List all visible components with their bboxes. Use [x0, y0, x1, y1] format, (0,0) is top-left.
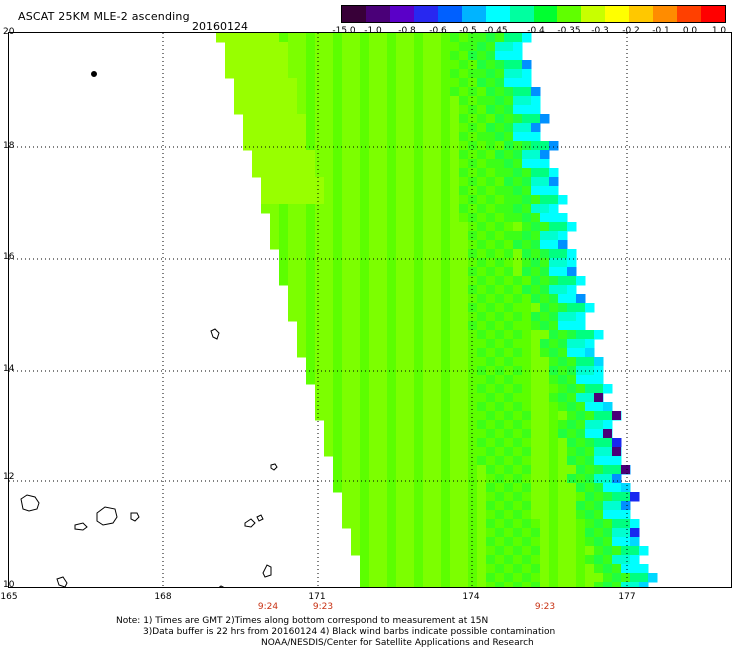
colorbar-segment: [461, 6, 486, 22]
pass-time-label: 9:24: [257, 602, 279, 612]
colorbar-segment: [677, 6, 702, 22]
chart-date: 20160124: [192, 20, 248, 33]
lon-label: 177: [618, 592, 636, 602]
colorbar-label: -0.45: [484, 26, 508, 36]
pass-time-label: 9:23: [312, 602, 334, 612]
note-line-1: Note: 1) Times are GMT 2)Times along bot…: [116, 616, 489, 626]
colorbar-segment: [485, 6, 510, 22]
colorbar-segment: [581, 6, 606, 22]
island-outlines: [20, 71, 278, 587]
colorbar-segment: [365, 6, 390, 22]
lat-label: 18: [3, 141, 15, 151]
colorbar-labels: -15.0 -1.0 -0.8 -0.6 -0.5 -0.45 -0.4 -0.…: [300, 26, 740, 38]
map-frame: [8, 32, 732, 588]
colorbar-segment: [413, 6, 438, 22]
colorbar-label: 0.0: [682, 26, 698, 36]
swath-data: [216, 33, 658, 587]
colorbar-label: -0.35: [557, 26, 581, 36]
colorbar-label: -15.0: [332, 26, 356, 36]
lon-label: 171: [308, 592, 326, 602]
note-line-2: 3)Data buffer is 22 hrs from 20160124 4)…: [143, 627, 556, 637]
colorbar-segment: [605, 6, 630, 22]
colorbar-label: 1.0: [711, 26, 727, 36]
colorbar-segment: [653, 6, 678, 22]
colorbar-segment: [629, 6, 654, 22]
colorbar-label: -0.5: [459, 26, 477, 36]
note-line-3: NOAA/NESDIS/Center for Satellite Applica…: [261, 638, 534, 648]
colorbar-segment: [701, 6, 725, 22]
lon-label: 168: [154, 592, 172, 602]
lat-label: 14: [3, 364, 15, 374]
lat-label: 12: [3, 472, 15, 482]
colorbar-label: -0.3: [591, 26, 609, 36]
colorbar-segment: [533, 6, 558, 22]
colorbar-segment: [437, 6, 462, 22]
lon-label: 165: [0, 592, 18, 602]
colorbar-segment: [509, 6, 534, 22]
colorbar-label: -0.4: [527, 26, 545, 36]
lon-label: 174: [462, 592, 480, 602]
colorbar-segment: [389, 6, 414, 22]
colorbar-segment: [557, 6, 582, 22]
colorbar-label: -0.2: [622, 26, 640, 36]
colorbar-label: -0.8: [398, 26, 416, 36]
lat-label: 10: [3, 580, 15, 590]
chart-title: ASCAT 25KM MLE-2 ascending: [18, 10, 190, 23]
colorbar-label: -0.1: [652, 26, 670, 36]
lat-label: 20: [3, 27, 15, 37]
pass-time-label: 9:23: [534, 602, 556, 612]
colorbar-label: -1.0: [364, 26, 382, 36]
map-canvas: [9, 33, 731, 587]
colorbar-segment: [342, 6, 366, 22]
lat-label: 16: [3, 252, 15, 262]
colorbar-label: -0.6: [429, 26, 447, 36]
graticule: [9, 33, 731, 587]
colorbar: [341, 5, 726, 23]
